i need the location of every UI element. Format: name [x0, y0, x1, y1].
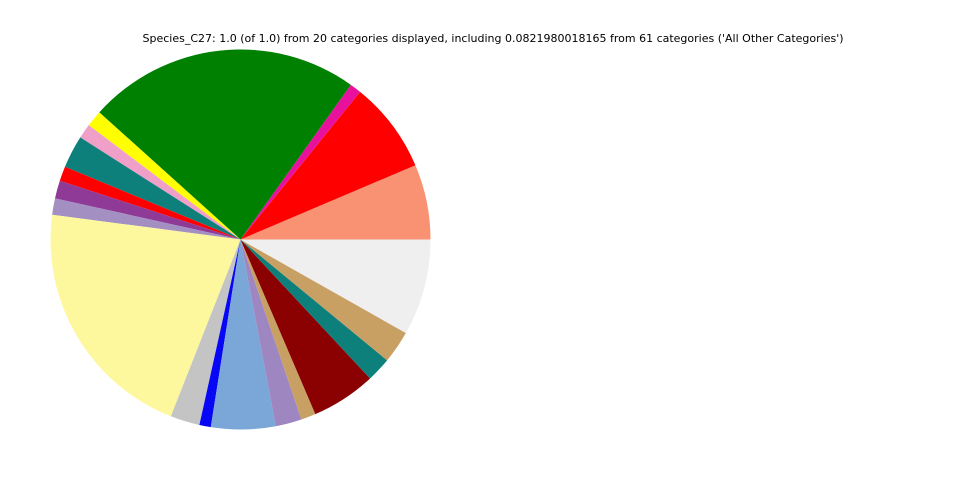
pie-slice-6-pink — [80, 125, 241, 240]
pie-slice-10-light-purple — [52, 198, 241, 240]
pie-slice-9-purple — [55, 180, 241, 240]
chart-title: Species_C27: 1.0 (of 1.0) from 20 catego… — [142, 32, 844, 45]
pie-slice-12-silver — [170, 239, 241, 425]
pie-slice-17-dark-red — [240, 239, 371, 415]
pie-slice-18-teal — [240, 239, 388, 379]
pie-slice-20-off-white — [240, 239, 431, 334]
pie-slice-3-magenta — [240, 84, 361, 240]
pie-slice-8-red — [59, 166, 241, 240]
pie-slice-16-tan — [240, 239, 316, 420]
pie-slice-14-steel-blue — [210, 239, 276, 430]
pie-slice-4-dark-green — [99, 49, 351, 240]
pie-slice-2-red — [240, 91, 416, 240]
pie-slice-5-yellow — [88, 112, 241, 240]
pie-slice-1-salmon — [240, 165, 431, 240]
pie-slice-13-blue — [199, 239, 241, 428]
pie-slice-19-tan — [240, 239, 406, 361]
pie-slice-11-pale-yellow — [50, 214, 241, 417]
pie-slice-15-medium-purple — [240, 239, 302, 427]
pie-slice-7-teal — [64, 137, 241, 240]
